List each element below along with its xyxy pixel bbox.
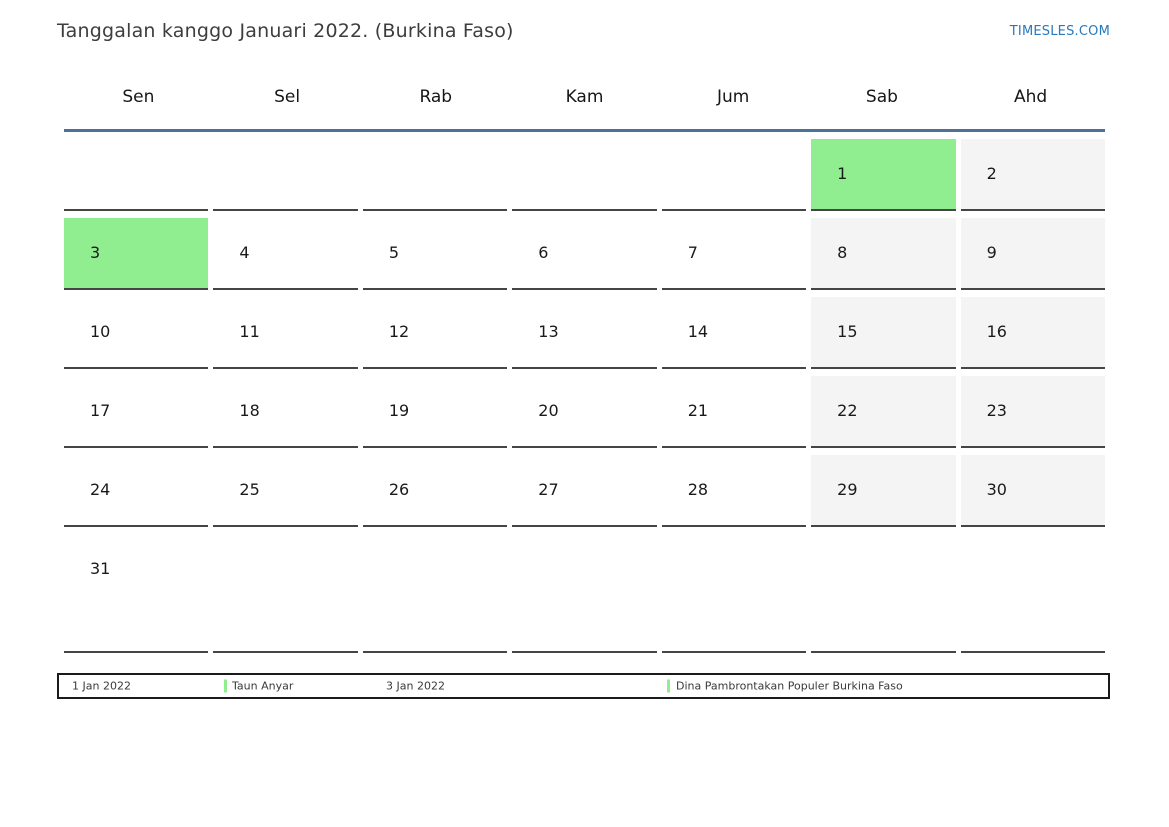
day-cell-23: 23 xyxy=(960,376,1105,448)
empty-day-cell xyxy=(811,534,956,653)
day-cell-18: 18 xyxy=(213,376,358,448)
day-cell-27: 27 xyxy=(512,455,657,527)
legend-bar: 1 Jan 2022 Taun Anyar 3 Jan 2022 Dina Pa… xyxy=(57,673,1110,699)
weekday-header-row: Sen Sel Rab Kam Jum Sab Ahd xyxy=(64,87,1105,107)
weekday-sab: Sab xyxy=(865,87,898,107)
weekday-jum: Jum xyxy=(717,87,750,107)
day-cell-11: 11 xyxy=(213,297,358,369)
empty-day-cell xyxy=(661,139,807,211)
day-cell-13: 13 xyxy=(512,297,657,369)
day-cell-3: 3 xyxy=(64,218,209,290)
legend-date-2: 3 Jan 2022 xyxy=(386,679,445,693)
day-cell-22: 22 xyxy=(811,376,956,448)
day-cell-7: 7 xyxy=(661,218,807,290)
day-cell-30: 30 xyxy=(960,455,1105,527)
day-cell-14: 14 xyxy=(661,297,807,369)
day-cell-9: 9 xyxy=(960,218,1105,290)
calendar-grid: 1 2 3 4 5 6 7 8 9 10 11 12 13 14 15 16 17 18 19 20 21 22 23 24 2… xyxy=(64,139,1105,653)
empty-day-cell xyxy=(512,139,657,211)
day-cell-2: 2 xyxy=(960,139,1105,211)
legend-date-1: 1 Jan 2022 xyxy=(72,679,131,693)
day-cell-21: 21 xyxy=(661,376,807,448)
weekday-sel: Sel xyxy=(274,87,301,107)
legend-marker-icon-2 xyxy=(667,679,670,693)
day-cell-1: 1 xyxy=(811,139,956,211)
legend-marker-icon-1 xyxy=(224,679,227,693)
day-cell-29: 29 xyxy=(811,455,956,527)
day-cell-17: 17 xyxy=(64,376,209,448)
weekday-ahd: Ahd xyxy=(1014,87,1048,107)
day-cell-6: 6 xyxy=(512,218,657,290)
empty-day-cell xyxy=(661,534,807,653)
empty-day-cell xyxy=(213,534,358,653)
day-cell-19: 19 xyxy=(362,376,508,448)
day-cell-12: 12 xyxy=(362,297,508,369)
page-title: Tanggalan kanggo Januari 2022. (Burkina … xyxy=(57,20,514,42)
empty-day-cell xyxy=(960,534,1105,653)
timesles-link[interactable]: TIMESLES.COM xyxy=(1009,24,1110,39)
empty-day-cell xyxy=(213,139,358,211)
day-cell-8: 8 xyxy=(811,218,956,290)
day-cell-31: 31 xyxy=(64,534,209,653)
weekday-kam: Kam xyxy=(565,87,604,107)
legend-name-2: Dina Pambrontakan Populer Burkina Faso xyxy=(676,679,903,693)
empty-day-cell xyxy=(64,139,209,211)
day-cell-16: 16 xyxy=(960,297,1105,369)
weekday-rab: Rab xyxy=(419,87,453,107)
legend-name-1: Taun Anyar xyxy=(232,679,294,693)
day-cell-15: 15 xyxy=(811,297,956,369)
day-cell-5: 5 xyxy=(362,218,508,290)
day-cell-4: 4 xyxy=(213,218,358,290)
header-divider-line xyxy=(64,129,1105,132)
day-cell-24: 24 xyxy=(64,455,209,527)
day-cell-25: 25 xyxy=(213,455,358,527)
empty-day-cell xyxy=(512,534,657,653)
empty-day-cell xyxy=(362,534,508,653)
day-cell-20: 20 xyxy=(512,376,657,448)
empty-day-cell xyxy=(362,139,508,211)
day-cell-10: 10 xyxy=(64,297,209,369)
weekday-sen: Sen xyxy=(122,87,155,107)
day-cell-26: 26 xyxy=(362,455,508,527)
day-cell-28: 28 xyxy=(661,455,807,527)
